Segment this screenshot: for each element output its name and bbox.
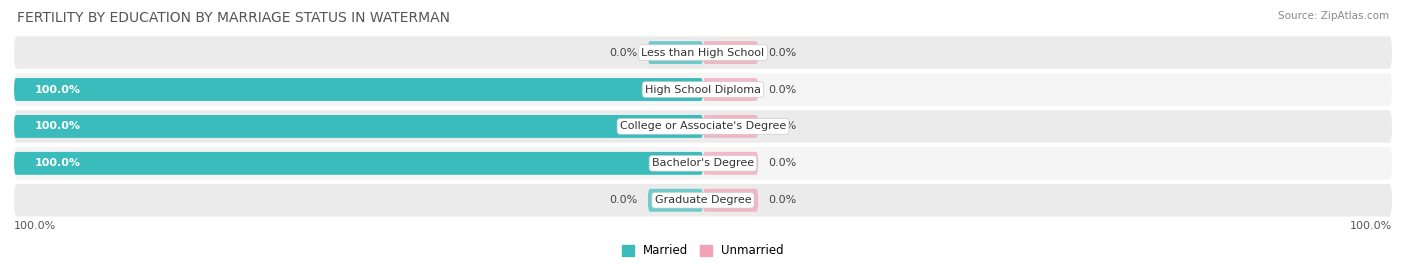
Text: 0.0%: 0.0%: [769, 48, 797, 58]
Text: Source: ZipAtlas.com: Source: ZipAtlas.com: [1278, 11, 1389, 21]
Text: 0.0%: 0.0%: [769, 121, 797, 132]
Text: High School Diploma: High School Diploma: [645, 84, 761, 94]
Text: 100.0%: 100.0%: [35, 84, 80, 94]
FancyBboxPatch shape: [703, 115, 758, 138]
Text: 0.0%: 0.0%: [769, 195, 797, 205]
FancyBboxPatch shape: [703, 41, 758, 64]
Legend: Married, Unmarried: Married, Unmarried: [617, 240, 789, 262]
Text: Bachelor's Degree: Bachelor's Degree: [652, 158, 754, 168]
Text: Less than High School: Less than High School: [641, 48, 765, 58]
FancyBboxPatch shape: [703, 189, 758, 212]
FancyBboxPatch shape: [14, 36, 1392, 69]
Text: FERTILITY BY EDUCATION BY MARRIAGE STATUS IN WATERMAN: FERTILITY BY EDUCATION BY MARRIAGE STATU…: [17, 11, 450, 25]
FancyBboxPatch shape: [703, 78, 758, 101]
Text: Graduate Degree: Graduate Degree: [655, 195, 751, 205]
FancyBboxPatch shape: [14, 152, 703, 175]
FancyBboxPatch shape: [14, 78, 703, 101]
Text: 100.0%: 100.0%: [35, 121, 80, 132]
FancyBboxPatch shape: [14, 147, 1392, 180]
FancyBboxPatch shape: [14, 73, 1392, 106]
Text: 100.0%: 100.0%: [35, 158, 80, 168]
FancyBboxPatch shape: [14, 110, 1392, 143]
Text: 0.0%: 0.0%: [609, 48, 637, 58]
Text: 100.0%: 100.0%: [14, 221, 56, 231]
FancyBboxPatch shape: [648, 189, 703, 212]
Text: 100.0%: 100.0%: [1350, 221, 1392, 231]
Text: College or Associate's Degree: College or Associate's Degree: [620, 121, 786, 132]
Text: 0.0%: 0.0%: [769, 158, 797, 168]
FancyBboxPatch shape: [14, 115, 703, 138]
FancyBboxPatch shape: [14, 184, 1392, 217]
Text: 0.0%: 0.0%: [609, 195, 637, 205]
FancyBboxPatch shape: [703, 152, 758, 175]
Text: 0.0%: 0.0%: [769, 84, 797, 94]
FancyBboxPatch shape: [648, 41, 703, 64]
